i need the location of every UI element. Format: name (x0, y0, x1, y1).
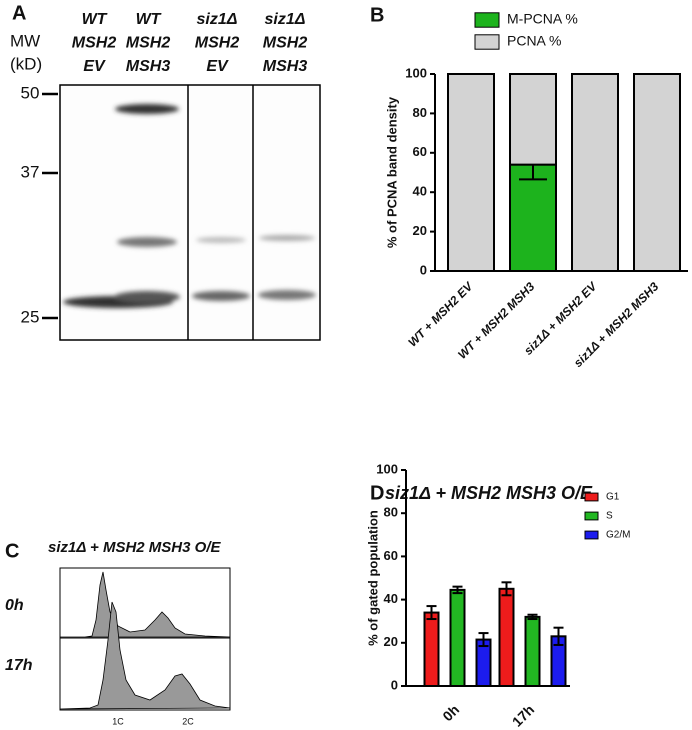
histogram (59, 567, 231, 711)
bar (571, 73, 619, 272)
mw-label: MW (10, 31, 40, 50)
lane-label: siz1Δ (197, 11, 238, 28)
y-tick-label: 100 (376, 461, 398, 476)
y-axis-label: % of PCNA band density (384, 96, 399, 248)
row-label: 0h (5, 597, 24, 614)
error-bar (478, 632, 489, 648)
row-label: 17h (5, 657, 33, 674)
legend-swatch (584, 492, 599, 502)
y-tick-label: 60 (413, 144, 427, 159)
legend-label: M-PCNA % (507, 11, 578, 27)
marker-label: 37 (21, 162, 40, 181)
lane-label: MSH2 (263, 35, 308, 52)
bar (423, 611, 440, 687)
lane-label: MSH2 (126, 35, 171, 52)
bar (524, 615, 541, 688)
histogram-title: siz1Δ + MSH2 MSH3 O/E (48, 539, 221, 556)
lane-label: WT (82, 11, 108, 28)
x-tick-label: 0h (439, 701, 462, 724)
legend-label: S (606, 511, 613, 522)
y-tick-label: 40 (384, 591, 398, 606)
y-tick-label: 20 (384, 634, 398, 649)
lane-label: EV (83, 58, 106, 75)
chart-title: siz1Δ + MSH2 MSH3 O/E (385, 483, 593, 503)
blot (59, 84, 321, 341)
legend-label: G2/M (606, 530, 630, 541)
legend-swatch (584, 530, 599, 540)
panel-label: A (12, 2, 26, 24)
lane-label: EV (206, 58, 229, 75)
bar (509, 73, 557, 166)
mw-label: (kD) (10, 54, 42, 73)
lane-label: MSH3 (263, 58, 308, 75)
y-tick-label: 60 (384, 548, 398, 563)
bar (633, 73, 681, 272)
y-tick-label: 80 (413, 105, 427, 120)
legend-swatch (584, 511, 599, 521)
bar (498, 587, 515, 687)
x-tick-label: 17h (509, 701, 537, 729)
bar (447, 73, 495, 272)
y-axis-label: % of gated population (365, 510, 380, 646)
lane-label: MSH3 (126, 58, 171, 75)
legend-swatch (474, 34, 500, 50)
y-tick-label: 0 (391, 677, 398, 692)
panel-label: C (5, 540, 19, 562)
error-bar (501, 581, 512, 597)
panel-label: D (370, 482, 384, 504)
error-bar (452, 585, 463, 595)
legend-swatch (474, 12, 500, 28)
y-tick-label: 40 (413, 184, 427, 199)
bar (509, 163, 557, 272)
y-tick-label: 100 (405, 65, 427, 80)
error-bar (426, 605, 437, 621)
x-tick-label: WT + MSH2 EV (405, 279, 476, 350)
marker-label: 25 (21, 307, 40, 326)
legend-label: G1 (606, 492, 620, 503)
x-label: 1C (112, 716, 124, 726)
y-tick-label: 0 (420, 262, 427, 277)
lane-label: MSH2 (72, 35, 117, 52)
legend-label: PCNA % (507, 33, 561, 49)
lane-label: MSH2 (195, 35, 240, 52)
marker-label: 50 (21, 83, 40, 102)
y-tick-label: 80 (384, 505, 398, 520)
error-bar (553, 626, 564, 646)
error-bar (527, 613, 538, 621)
panel-label: B (370, 4, 384, 26)
x-label: 2C (182, 716, 194, 726)
lane-label: siz1Δ (265, 11, 306, 28)
y-tick-label: 20 (413, 223, 427, 238)
lane-label: WT (136, 11, 162, 28)
bar (449, 588, 466, 688)
